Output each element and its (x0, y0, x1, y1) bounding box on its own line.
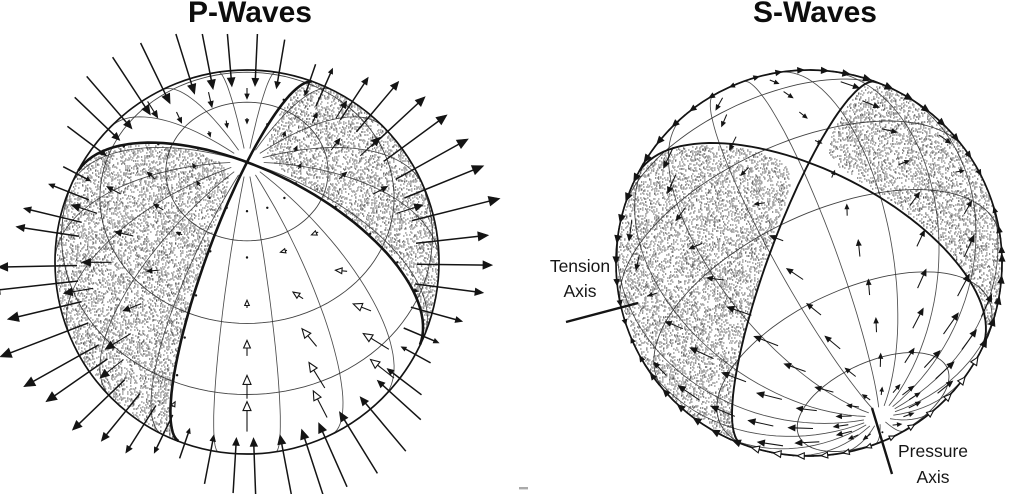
tension-axis-leader-line (565, 301, 639, 324)
p-waves-title: P-Waves (188, 0, 312, 29)
scan-artifact-dash (519, 487, 528, 490)
tension-axis-label: Tension Axis (549, 256, 611, 301)
generated-spheres (0, 33, 1006, 494)
s-compression-shading (617, 85, 1003, 441)
p-interior-motion-arrows (62, 88, 424, 432)
pressure-axis-label: Pressure Axis (897, 441, 969, 487)
p-exterior-motion-arrows (0, 33, 501, 494)
pressure-axis-leader-line (870, 407, 894, 475)
p-compression-shading (57, 82, 439, 438)
s-rim-motion-arrows (612, 66, 1006, 460)
s-interior-motion-arrows (626, 79, 993, 447)
s-sphere-frame (615, 69, 1003, 457)
s-waves-title: S-Waves (753, 0, 877, 29)
